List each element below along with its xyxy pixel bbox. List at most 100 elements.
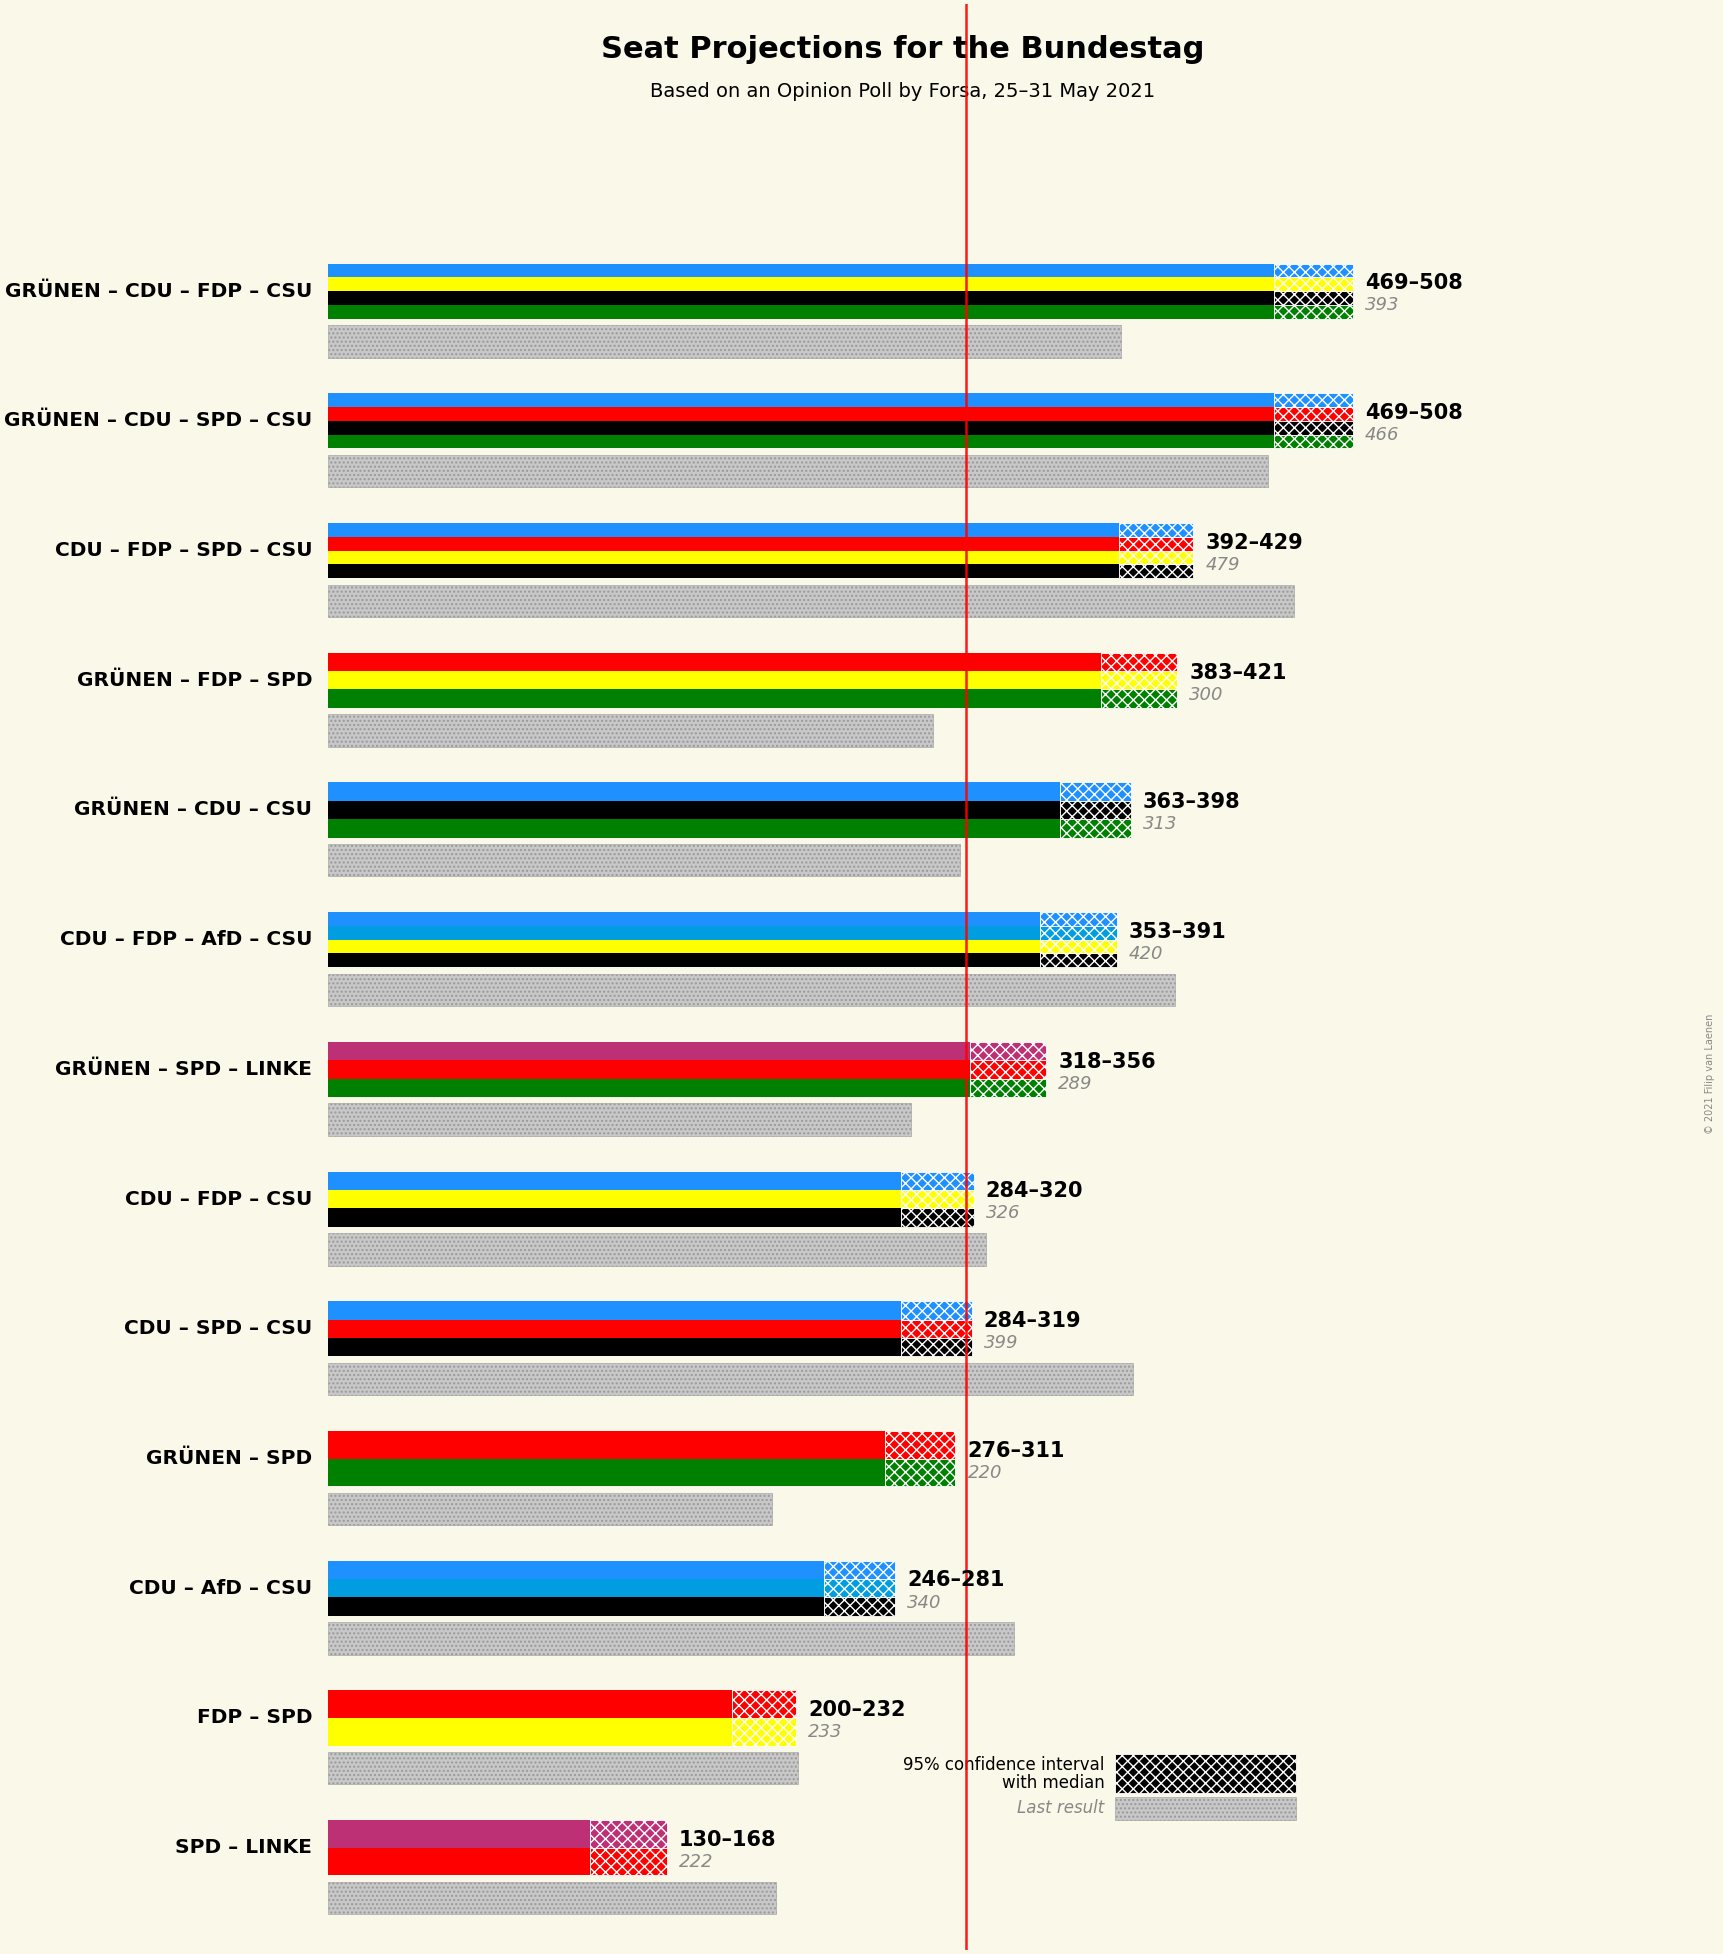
Bar <box>1115 1798 1296 1819</box>
Bar <box>824 1579 894 1598</box>
Bar <box>589 1848 667 1876</box>
Bar <box>731 1690 796 1718</box>
Bar <box>327 1718 731 1745</box>
Bar <box>327 1079 968 1096</box>
Text: 289: 289 <box>1058 1075 1092 1092</box>
Bar <box>327 537 1118 551</box>
Text: CDU – AfD – CSU: CDU – AfD – CSU <box>129 1579 312 1598</box>
Bar <box>1039 913 1117 926</box>
Bar <box>968 1041 1046 1061</box>
Bar <box>327 1172 901 1190</box>
Bar <box>327 690 1099 707</box>
Bar <box>1273 434 1353 447</box>
Text: © 2021 Filip van Laenen: © 2021 Filip van Laenen <box>1704 1014 1714 1135</box>
Text: Based on an Opinion Poll by Forsa, 25–31 May 2021: Based on an Opinion Poll by Forsa, 25–31… <box>650 82 1154 102</box>
Text: GRÜNEN – CDU – FDP – CSU: GRÜNEN – CDU – FDP – CSU <box>5 281 312 301</box>
Bar <box>327 1430 884 1458</box>
Text: 246–281: 246–281 <box>906 1571 1005 1591</box>
Bar <box>327 954 1039 967</box>
Bar <box>589 1819 667 1848</box>
Bar <box>1273 277 1353 291</box>
Bar <box>327 1104 910 1135</box>
Bar <box>327 782 1060 801</box>
Bar <box>327 844 960 877</box>
Bar <box>1039 940 1117 954</box>
Bar <box>327 1579 824 1598</box>
Bar <box>327 1753 798 1784</box>
Bar <box>327 1190 901 1208</box>
Bar <box>1039 926 1117 940</box>
Bar <box>1099 670 1177 690</box>
Bar <box>327 420 1273 434</box>
Text: 233: 233 <box>808 1723 843 1741</box>
Bar <box>1039 954 1117 967</box>
Text: GRÜNEN – SPD: GRÜNEN – SPD <box>146 1450 312 1467</box>
Text: 392–429: 392–429 <box>1204 533 1303 553</box>
Bar <box>884 1458 955 1487</box>
Text: 353–391: 353–391 <box>1129 922 1227 942</box>
Text: 479: 479 <box>1204 555 1239 574</box>
Text: CDU – FDP – AfD – CSU: CDU – FDP – AfD – CSU <box>60 930 312 950</box>
Bar <box>1273 264 1353 277</box>
Bar <box>1060 782 1130 801</box>
Bar <box>901 1172 973 1190</box>
Bar <box>824 1598 894 1616</box>
Text: GRÜNEN – CDU – CSU: GRÜNEN – CDU – CSU <box>74 801 312 819</box>
Bar <box>1273 406 1353 420</box>
Text: 326: 326 <box>986 1204 1020 1223</box>
Bar <box>1099 653 1177 670</box>
Text: 95% confidence interval: 95% confidence interval <box>903 1757 1104 1774</box>
Bar <box>327 584 1294 617</box>
Text: 469–508: 469–508 <box>1365 274 1461 293</box>
Bar <box>327 1690 731 1718</box>
Text: GRÜNEN – CDU – SPD – CSU: GRÜNEN – CDU – SPD – CSU <box>3 412 312 430</box>
Bar <box>327 324 1120 358</box>
Bar <box>327 1848 589 1876</box>
Bar <box>327 406 1273 420</box>
Text: CDU – FDP – CSU: CDU – FDP – CSU <box>124 1190 312 1210</box>
Bar <box>327 973 1175 1006</box>
Text: 466: 466 <box>1365 426 1399 444</box>
Text: 130–168: 130–168 <box>679 1829 777 1850</box>
Bar <box>968 1079 1046 1096</box>
Bar <box>901 1190 973 1208</box>
Bar <box>327 1208 901 1227</box>
Bar <box>327 940 1039 954</box>
Bar <box>327 455 1268 487</box>
Bar <box>327 264 1273 277</box>
Bar <box>1273 305 1353 319</box>
Bar <box>1060 819 1130 838</box>
Text: 318–356: 318–356 <box>1058 1051 1156 1071</box>
Bar <box>731 1718 796 1745</box>
Bar <box>327 1041 968 1061</box>
Bar <box>327 1598 824 1616</box>
Bar <box>884 1430 955 1458</box>
Bar <box>327 1561 824 1579</box>
Bar <box>327 819 1060 838</box>
Text: Last result: Last result <box>1017 1800 1104 1817</box>
Bar <box>901 1319 972 1338</box>
Bar <box>1273 420 1353 434</box>
Bar <box>327 926 1039 940</box>
Text: 340: 340 <box>906 1594 941 1612</box>
Bar <box>824 1561 894 1579</box>
Bar <box>327 1362 1132 1395</box>
Bar <box>1118 551 1192 565</box>
Bar <box>1273 291 1353 305</box>
Bar <box>327 1319 901 1338</box>
Text: 383–421: 383–421 <box>1189 662 1285 682</box>
Text: 276–311: 276–311 <box>967 1440 1065 1462</box>
Text: 284–320: 284–320 <box>986 1182 1082 1202</box>
Text: 363–398: 363–398 <box>1142 791 1241 813</box>
Bar <box>327 1061 968 1079</box>
Text: 222: 222 <box>679 1852 713 1870</box>
Text: 399: 399 <box>984 1335 1018 1352</box>
Bar <box>327 801 1060 819</box>
Bar <box>1118 565 1192 578</box>
Bar <box>327 277 1273 291</box>
Bar <box>901 1208 973 1227</box>
Text: FDP – SPD: FDP – SPD <box>196 1708 312 1727</box>
Text: 313: 313 <box>1142 815 1177 832</box>
Text: CDU – SPD – CSU: CDU – SPD – CSU <box>124 1319 312 1338</box>
Bar <box>327 670 1099 690</box>
